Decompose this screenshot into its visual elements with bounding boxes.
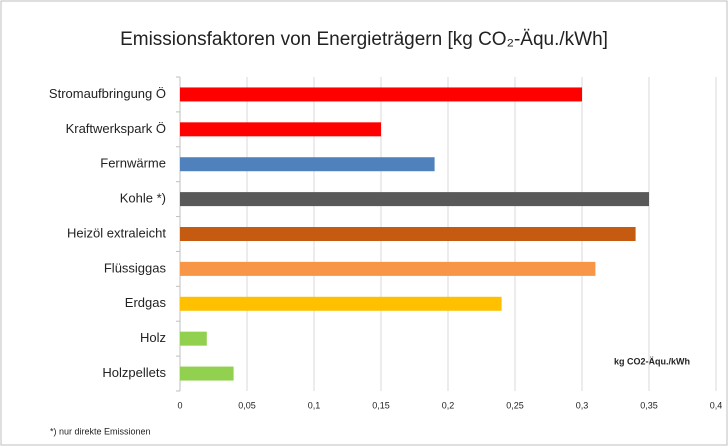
y-tick-label: Heizöl extraleicht bbox=[67, 225, 166, 240]
y-tick-label: Flüssiggas bbox=[104, 260, 167, 275]
bar bbox=[180, 227, 636, 241]
y-tick-label: Holzpellets bbox=[102, 365, 166, 380]
bar bbox=[180, 192, 649, 207]
footnote: *) nur direkte Emissionen bbox=[50, 426, 151, 436]
x-axis-label: kg CO2-Äqu./kWh bbox=[614, 356, 690, 366]
bar bbox=[180, 122, 381, 137]
bar bbox=[180, 366, 234, 381]
y-tick-label: Fernwärme bbox=[100, 156, 166, 171]
bar bbox=[180, 261, 596, 276]
x-tick-label: 0,4 bbox=[710, 400, 723, 410]
x-tick-label: 0,1 bbox=[308, 400, 321, 410]
x-tick-label: 0 bbox=[177, 400, 182, 410]
x-tick-label: 0,35 bbox=[640, 400, 658, 410]
y-tick-label: Kraftwerkspark Ö bbox=[66, 121, 166, 136]
bar bbox=[180, 157, 435, 172]
y-tick-label: Holz bbox=[140, 330, 166, 345]
bar bbox=[180, 87, 582, 102]
bar bbox=[180, 331, 207, 346]
x-tick-label: 0,2 bbox=[442, 400, 455, 410]
x-tick-label: 0,15 bbox=[372, 400, 390, 410]
y-tick-label: Kohle *) bbox=[120, 191, 166, 206]
y-tick-label: Erdgas bbox=[125, 295, 167, 310]
bar bbox=[180, 296, 502, 311]
x-tick-label: 0,05 bbox=[238, 400, 256, 410]
x-tick-label: 0,3 bbox=[576, 400, 589, 410]
chart-title: Emissionsfaktoren von Energieträgern [kg… bbox=[120, 29, 608, 50]
y-tick-label: Stromaufbringung Ö bbox=[49, 86, 166, 101]
x-tick-label: 0,25 bbox=[506, 400, 524, 410]
